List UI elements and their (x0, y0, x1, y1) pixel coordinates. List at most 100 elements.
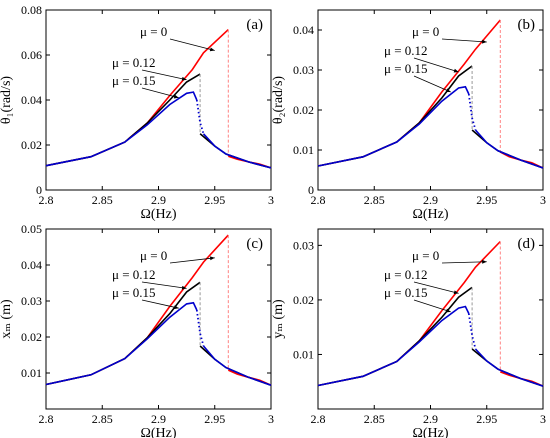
y-tick-label: 0.04 (21, 93, 42, 107)
series-mu-0.15-unstable-branch (195, 309, 205, 347)
plot-frame (317, 9, 544, 191)
y-tick-label: 0 (36, 183, 42, 197)
y-axis-label: xₘ (m) (0, 299, 14, 339)
annotation-arrow (413, 299, 451, 313)
y-tick-label: 0.03 (293, 238, 314, 252)
x-tick-label: 2.8 (311, 412, 326, 426)
chart-panel-b: 2.8 2.85 2.9 2.95 3 0 0.01 0.02 0.03 0.04 μ = 0 μ =… (271, 9, 546, 222)
annotation-mu-label: μ = 0.12 (384, 267, 428, 282)
y-tick-label: 0.04 (293, 23, 314, 37)
annotation-arrow (141, 87, 179, 99)
x-tick-label: 2.9 (423, 193, 438, 207)
x-tick-label: 2.9 (423, 412, 438, 426)
plot-frame (45, 9, 272, 191)
x-axis-label: Ω(Hz) (412, 207, 448, 222)
annotation-arrow (413, 57, 459, 73)
annotation-mu-label: μ = 0 (140, 248, 167, 263)
annotation-arrowhead (173, 94, 179, 99)
annotation-arrow (169, 257, 215, 264)
y-tick-label: 0 (308, 183, 314, 197)
y-tick-label: 0.01 (293, 347, 314, 361)
annotation-mu-label: μ = 0.12 (112, 267, 156, 282)
annotation-arrow (413, 281, 459, 294)
y-tick-label: 0.05 (21, 222, 42, 236)
annotation-mu-label: μ = 0.12 (112, 55, 156, 70)
annotation-arrowhead (181, 76, 187, 81)
y-tick-label: 0.01 (293, 143, 314, 157)
annotation-arrowhead (453, 290, 459, 295)
panel-label: (d) (518, 236, 536, 252)
plot-frame (45, 228, 272, 410)
x-tick-label: 2.8 (39, 193, 54, 207)
annotation-arrowhead (453, 68, 459, 73)
annotation-arrow (141, 69, 187, 81)
y-tick-label: 0.04 (21, 258, 42, 272)
panel-label: (b) (518, 17, 536, 33)
series-mu-0.15-upper-branch (45, 301, 198, 386)
annotation-mu-label: μ = 0.15 (112, 73, 156, 88)
series-mu-0.15-upper-branch (317, 305, 470, 387)
annotation-arrowhead (173, 305, 179, 310)
y-tick-label: 0.03 (293, 63, 314, 77)
annotation-mu-label: μ = 0 (412, 24, 439, 39)
x-tick-label: 2.95 (204, 412, 225, 426)
annotation-arrow (141, 281, 187, 289)
x-tick-label: 2.85 (92, 412, 113, 426)
x-tick-label: 3 (540, 412, 546, 426)
annotation-arrow (413, 75, 451, 93)
annotation-arrowhead (181, 285, 187, 290)
annotation-mu-label: μ = 0.15 (112, 285, 156, 300)
x-tick-label: 2.95 (204, 193, 225, 207)
y-tick-label: 0.02 (21, 330, 42, 344)
x-tick-label: 2.8 (39, 412, 54, 426)
y-tick-label: 0.08 (21, 3, 42, 17)
x-tick-label: 2.85 (364, 412, 385, 426)
x-tick-label: 3 (268, 412, 274, 426)
annotation-arrowhead (209, 47, 215, 52)
x-tick-label: 2.85 (364, 193, 385, 207)
x-axis-label: Ω(Hz) (412, 426, 448, 438)
x-axis-label: Ω(Hz) (140, 426, 176, 438)
chart-panel-d: 2.8 2.85 2.9 2.95 3 0.01 0.02 0.03 μ = 0 μ = 0.12… (271, 228, 546, 438)
chart-panel-c: 2.8 2.85 2.9 2.95 3 0.01 0.02 0.03 0.04 0.05 μ = 0… (0, 222, 274, 438)
series-mu-0.15-upper-branch (45, 91, 198, 167)
annotation-mu-label: μ = 0 (412, 248, 439, 263)
series-mu-0.15-upper-branch (317, 85, 470, 167)
annotation-arrow (441, 261, 487, 264)
x-axis-label: Ω(Hz) (140, 207, 176, 222)
annotation-arrow (141, 299, 179, 309)
series-mu-0.15-lower-branch (474, 348, 544, 387)
y-tick-label: 0.01 (21, 366, 42, 380)
y-tick-label: 0.02 (293, 103, 314, 117)
annotation-arrowhead (482, 259, 487, 264)
annotation-arrow (169, 38, 215, 51)
series-mu-0.15-lower-branch (202, 133, 272, 169)
x-tick-label: 2.8 (311, 193, 326, 207)
x-tick-label: 2.9 (151, 412, 166, 426)
y-axis-label: θ₁(rad/s) (0, 76, 14, 124)
annotation-mu-label: μ = 0.12 (384, 43, 428, 58)
annotation-mu-label: μ = 0.15 (384, 61, 428, 76)
x-tick-label: 2.85 (92, 193, 113, 207)
series-mu-0.15-unstable-branch (467, 93, 477, 131)
x-tick-label: 2.9 (151, 193, 166, 207)
x-tick-label: 3 (268, 193, 274, 207)
y-tick-label: 0.02 (21, 138, 42, 152)
series-mu-0.15-lower-branch (474, 129, 544, 169)
annotation-arrowhead (445, 88, 451, 92)
series-mu-0.15-lower-branch (202, 345, 272, 386)
y-axis-label: yₘ (m) (271, 299, 286, 339)
x-tick-label: 3 (540, 193, 546, 207)
annotation-mu-label: μ = 0.15 (384, 285, 428, 300)
y-axis-label: θ₂(rad/s) (271, 76, 286, 124)
annotation-mu-label: μ = 0 (140, 24, 167, 39)
panel-label: (c) (246, 236, 263, 252)
panel-label: (a) (246, 17, 263, 33)
chart-panel-a: 2.8 2.85 2.9 2.95 3 0 0.02 0.04 0.06 0.08 μ = 0 μ =… (0, 3, 274, 222)
y-tick-label: 0.06 (21, 48, 42, 62)
plot-frame (317, 228, 544, 410)
annotation-arrowhead (209, 256, 215, 261)
y-tick-label: 0.03 (21, 294, 42, 308)
x-tick-label: 2.95 (476, 412, 497, 426)
